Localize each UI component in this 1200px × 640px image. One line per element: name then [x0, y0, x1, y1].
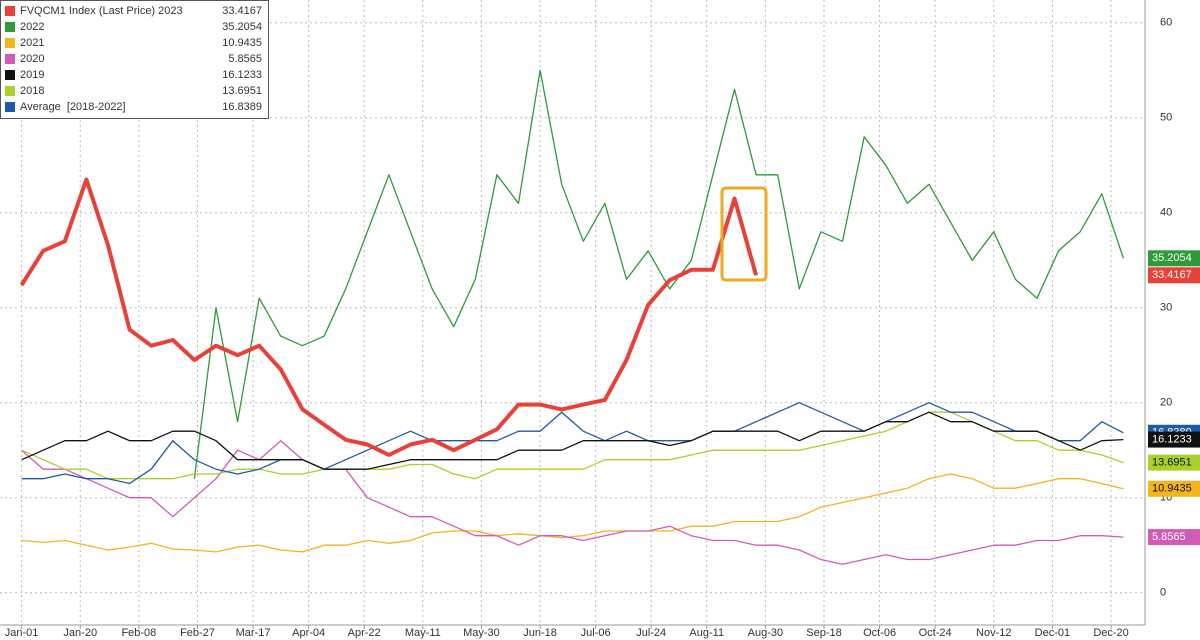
lines: [19, 69, 1125, 565]
value-tag-label: 10.9435: [1152, 483, 1192, 495]
y-tick-label: 40: [1160, 207, 1172, 219]
legend-label: 2021: [20, 37, 44, 49]
x-tick-label: Apr-22: [348, 627, 381, 639]
legend-value: 10.9435: [222, 37, 262, 49]
legend-label: 2019: [20, 69, 44, 81]
x-tick-label: Jan-01: [5, 627, 39, 639]
series-line: [21, 473, 1124, 553]
x-tick-label: Jun-18: [523, 627, 557, 639]
value-tag: [1148, 529, 1200, 546]
value-tag: [1148, 454, 1200, 471]
x-tick-label: May-11: [405, 627, 441, 639]
legend-label: FVQCM1 Index (Last Price) 2023: [20, 5, 183, 17]
legend-value: 16.8389: [222, 101, 262, 113]
y-tick-label: 50: [1160, 112, 1172, 124]
legend-value: 35.2054: [222, 21, 262, 33]
legend-value: 16.1233: [222, 69, 262, 81]
y-tick-label: 20: [1160, 397, 1172, 409]
x-tick-label: Dec-20: [1093, 627, 1128, 639]
legend-swatch: [5, 22, 15, 32]
x-tick-label: Sep-18: [806, 627, 841, 639]
value-tag: [1148, 431, 1200, 448]
x-tick-label: Jul-06: [581, 627, 611, 639]
legend-swatch: [5, 38, 15, 48]
x-tick-label: Jan-20: [63, 627, 97, 639]
legend-value: 13.6951: [222, 85, 262, 97]
x-tick-label: Nov-12: [976, 627, 1011, 639]
series-line: [21, 411, 1124, 470]
x-tick-label: Feb-27: [180, 627, 215, 639]
x-tick-label: Aug-30: [748, 627, 783, 639]
legend: FVQCM1 Index (Last Price) 2023 33.4167 202…: [0, 0, 269, 119]
y-tick-label: 30: [1160, 302, 1172, 314]
value-tag-label: 16.1233: [1152, 433, 1192, 445]
x-tick-label: Mar-17: [236, 627, 271, 639]
legend-box: [0, 0, 269, 119]
y-tick-label: 60: [1160, 17, 1172, 29]
legend-swatch: [5, 102, 15, 112]
series-line: [193, 69, 1125, 479]
series-line: [21, 402, 1124, 485]
series-line: [21, 440, 1124, 565]
value-tag-label: 5.8565: [1152, 531, 1186, 543]
legend-value: 5.8565: [228, 53, 262, 65]
value-tag: [1148, 250, 1200, 267]
legend-swatch: [5, 54, 15, 64]
value-tag: [1148, 267, 1200, 284]
value-tag-label: 33.4167: [1152, 269, 1192, 281]
legend-label: 2020: [20, 53, 44, 65]
x-tick-label: Jul-24: [636, 627, 666, 639]
series-line: [21, 411, 1124, 480]
value-tag-label: 35.2054: [1152, 252, 1192, 264]
series-line: [19, 177, 759, 457]
value-tag-label: 13.6951: [1152, 457, 1192, 469]
highlight-box: [720, 186, 768, 282]
legend-label: 2018: [20, 85, 44, 97]
legend-swatch: [5, 70, 15, 80]
legend-swatch: [5, 86, 15, 96]
x-tick-label: May-30: [463, 627, 500, 639]
x-tick-label: Oct-24: [919, 627, 952, 639]
x-tick-label: Aug-11: [689, 627, 724, 639]
legend-swatch: [5, 6, 15, 16]
y-tick-label: 0: [1160, 587, 1166, 599]
x-tick-label: Feb-08: [121, 627, 156, 639]
value-tag: [1148, 480, 1200, 497]
legend-label: 2022: [20, 21, 44, 33]
x-tick-label: Apr-04: [292, 627, 325, 639]
x-tick-label: Oct-06: [863, 627, 896, 639]
last-value-tags: 33.416735.205410.94355.856513.695116.838…: [1148, 250, 1200, 546]
legend-value: 33.4167: [222, 5, 262, 17]
x-tick-label: Dec-01: [1035, 627, 1070, 639]
legend-label: Average [2018-2022]: [20, 101, 126, 113]
